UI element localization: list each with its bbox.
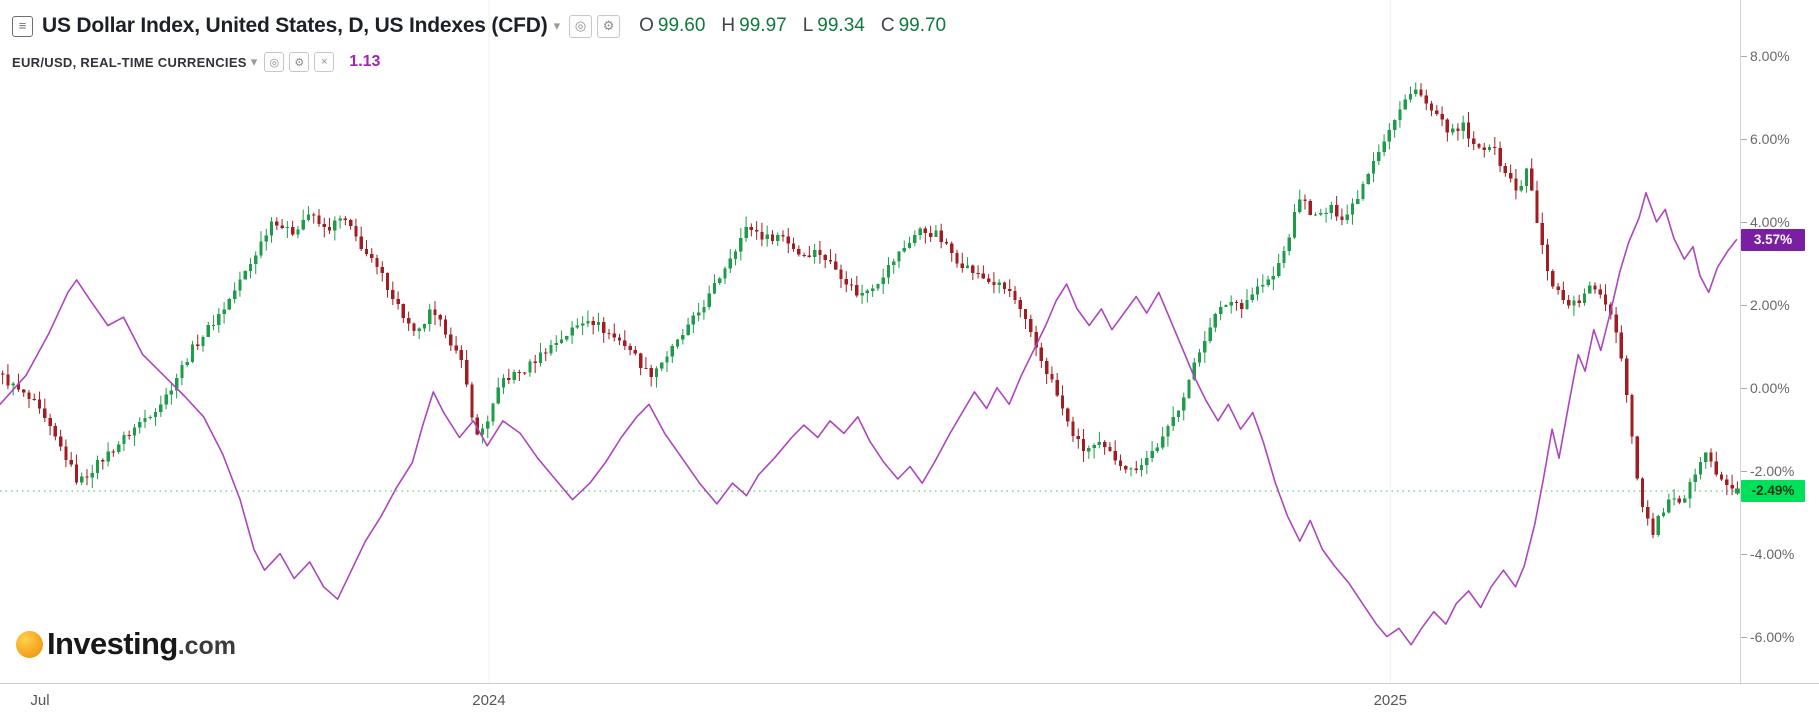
chevron-down-icon[interactable]: ▾ [250,54,258,69]
price-axis-tick: -4.00% [1740,545,1795,562]
time-axis[interactable]: Jul 2024 2025 [0,683,1819,719]
visibility-icon[interactable]: ◎ [569,14,593,38]
visibility-icon[interactable]: ◎ [264,52,285,72]
overlay-symbol-title[interactable]: EUR/USD, REAL-TIME CURRENCIES [12,54,247,70]
overlay-symbol-buttons: ◎ ⚙ × [264,52,335,72]
chart-menu-icon[interactable]: ≡ [12,15,33,37]
chart-canvas[interactable] [0,0,1740,683]
main-symbol-title[interactable]: US Dollar Index, United States, D, US In… [42,14,548,37]
ohlc-c: C 99.70 [880,15,947,36]
ohlc-l: L 99.34 [802,15,865,36]
investing-logo-tld: .com [177,632,237,660]
overlay-symbol-value: 1.13 [349,53,381,70]
ohlc-o: O 99.60 [639,15,706,36]
remove-icon[interactable]: × [314,52,335,72]
price-label-eur-usd: 3.57% [1741,228,1805,251]
main-symbol-buttons: ◎ ⚙ [569,14,621,38]
settings-icon[interactable]: ⚙ [597,14,621,38]
chevron-down-icon[interactable]: ▾ [553,18,561,33]
investing-logo-brand: Investing [47,626,178,661]
ohlc-h: H 99.97 [721,15,787,36]
price-axis-tick: -6.00% [1740,628,1795,645]
price-axis-tick: 6.00% [1741,130,1790,147]
price-label-us-dollar-index: -2.49% [1741,479,1805,502]
time-axis-label: Jul [30,692,50,709]
price-axis-tick: 2.00% [1741,296,1790,313]
price-axis[interactable]: 8.00% 6.00% 4.00% 2.00% 0.00% -2.00% -4.00% -6.… [1740,0,1819,683]
chart-plot-area[interactable] [0,0,1740,683]
time-axis-label: 2025 [1373,692,1407,709]
price-axis-tick: -2.00% [1740,462,1795,479]
settings-icon[interactable]: ⚙ [289,52,310,72]
price-axis-tick: 8.00% [1741,47,1790,64]
legend-overlay-symbol: EUR/USD, REAL-TIME CURRENCIES ▾ ◎ ⚙ × 1.13 [12,52,380,72]
price-axis-tick: 4.00% [1741,213,1790,230]
investing-logo: Investing .com [16,626,236,662]
price-axis-tick: 0.00% [1741,379,1790,396]
time-axis-label: 2024 [472,692,506,709]
investing-logo-disc-icon [16,630,43,658]
legend-main-symbol: ≡ US Dollar Index, United States, D, US … [12,14,946,38]
ohlc-values: O 99.60 H 99.97 L 99.34 C 99.70 [639,15,946,37]
